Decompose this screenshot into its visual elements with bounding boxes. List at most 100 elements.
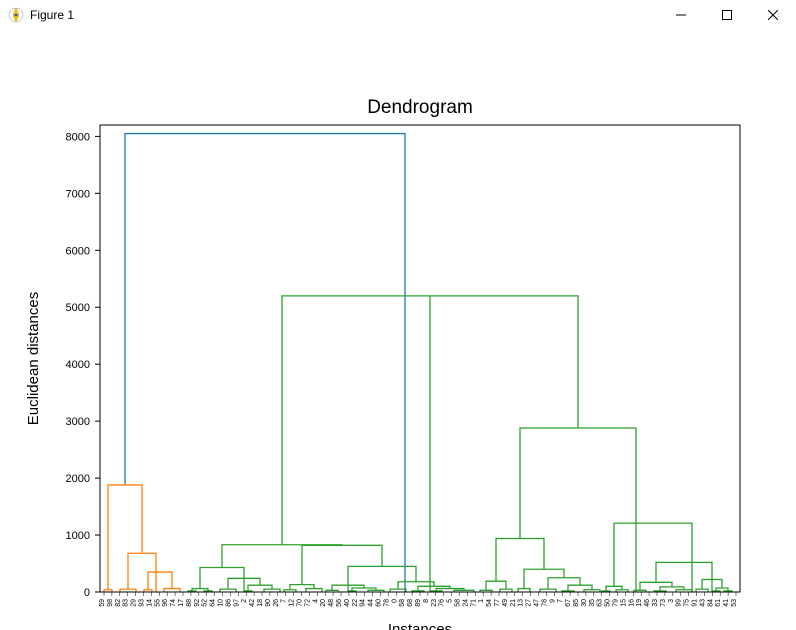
svg-text:35: 35 xyxy=(589,599,596,607)
svg-text:84: 84 xyxy=(707,599,714,607)
svg-text:Euclidean distances: Euclidean distances xyxy=(25,292,42,425)
window-title: Figure 1 xyxy=(30,8,74,22)
svg-text:46: 46 xyxy=(644,599,651,607)
maximize-button[interactable] xyxy=(704,0,750,30)
svg-text:50: 50 xyxy=(605,599,612,607)
svg-text:3000: 3000 xyxy=(66,416,90,428)
svg-text:18: 18 xyxy=(257,599,264,607)
svg-text:7000: 7000 xyxy=(66,188,90,200)
svg-text:61: 61 xyxy=(715,599,722,607)
svg-text:29: 29 xyxy=(131,599,138,607)
svg-text:76: 76 xyxy=(439,599,446,607)
window-controls xyxy=(658,0,796,30)
minimize-button[interactable] xyxy=(658,0,704,30)
app-icon xyxy=(8,7,24,23)
svg-text:94: 94 xyxy=(360,599,367,607)
svg-text:30: 30 xyxy=(581,599,588,607)
svg-text:1: 1 xyxy=(478,599,485,603)
figure-window: Figure 1 Dendrogram Euclidean distances In… xyxy=(0,0,796,630)
svg-text:75: 75 xyxy=(684,599,691,607)
svg-text:85: 85 xyxy=(573,599,580,607)
svg-text:67: 67 xyxy=(565,599,572,607)
svg-text:0: 0 xyxy=(84,587,90,599)
svg-text:63: 63 xyxy=(597,599,604,607)
svg-text:48: 48 xyxy=(328,599,335,607)
svg-text:77: 77 xyxy=(494,599,501,607)
svg-text:23: 23 xyxy=(431,599,438,607)
svg-text:52: 52 xyxy=(202,599,209,607)
svg-text:22: 22 xyxy=(352,599,359,607)
svg-text:16: 16 xyxy=(628,599,635,607)
svg-text:Dendrogram: Dendrogram xyxy=(367,97,473,118)
svg-text:5000: 5000 xyxy=(66,302,90,314)
svg-text:92: 92 xyxy=(194,599,201,607)
svg-text:19: 19 xyxy=(636,599,643,607)
dendrogram-chart: Dendrogram Euclidean distances Instances 0 1… xyxy=(0,30,796,630)
svg-text:44: 44 xyxy=(368,599,375,607)
svg-text:93: 93 xyxy=(139,599,146,607)
svg-text:4: 4 xyxy=(312,599,319,603)
svg-text:89: 89 xyxy=(415,599,422,607)
svg-text:74: 74 xyxy=(170,599,177,607)
svg-text:8: 8 xyxy=(423,599,430,603)
svg-text:2000: 2000 xyxy=(66,473,90,485)
svg-text:21: 21 xyxy=(510,599,517,607)
title-left: Figure 1 xyxy=(8,7,74,23)
svg-text:54: 54 xyxy=(486,599,493,607)
svg-text:10: 10 xyxy=(218,599,225,607)
svg-text:20: 20 xyxy=(320,599,327,607)
svg-text:49: 49 xyxy=(502,599,509,607)
svg-text:47: 47 xyxy=(534,599,541,607)
svg-text:73: 73 xyxy=(660,599,667,607)
svg-text:41: 41 xyxy=(723,599,730,607)
svg-text:6000: 6000 xyxy=(66,245,90,257)
svg-text:70: 70 xyxy=(297,599,304,607)
svg-text:91: 91 xyxy=(692,599,699,607)
svg-text:2: 2 xyxy=(241,599,248,603)
svg-text:58: 58 xyxy=(399,599,406,607)
svg-text:8000: 8000 xyxy=(66,131,90,143)
svg-text:96: 96 xyxy=(162,599,169,607)
svg-text:15: 15 xyxy=(620,599,627,607)
svg-text:42: 42 xyxy=(249,599,256,607)
svg-text:26: 26 xyxy=(273,599,280,607)
svg-text:1000: 1000 xyxy=(66,530,90,542)
svg-text:13: 13 xyxy=(518,599,525,607)
svg-text:7: 7 xyxy=(557,599,564,603)
svg-text:64: 64 xyxy=(210,599,217,607)
svg-text:60: 60 xyxy=(376,599,383,607)
svg-text:12: 12 xyxy=(289,599,296,607)
svg-text:17: 17 xyxy=(178,599,185,607)
svg-text:86: 86 xyxy=(225,599,232,607)
svg-text:Instances: Instances xyxy=(388,621,452,630)
svg-text:78: 78 xyxy=(541,599,548,607)
svg-text:3: 3 xyxy=(668,599,675,603)
svg-text:83: 83 xyxy=(123,599,130,607)
svg-text:0: 0 xyxy=(391,599,398,603)
svg-text:88: 88 xyxy=(186,599,193,607)
close-button[interactable] xyxy=(750,0,796,30)
svg-text:97: 97 xyxy=(233,599,240,607)
svg-text:68: 68 xyxy=(407,599,414,607)
svg-text:59: 59 xyxy=(99,599,106,607)
svg-text:56: 56 xyxy=(336,599,343,607)
svg-text:99: 99 xyxy=(676,599,683,607)
svg-text:82: 82 xyxy=(115,599,122,607)
svg-text:33: 33 xyxy=(652,599,659,607)
svg-text:14: 14 xyxy=(146,599,153,607)
svg-text:90: 90 xyxy=(265,599,272,607)
svg-text:4000: 4000 xyxy=(66,359,90,371)
svg-text:72: 72 xyxy=(304,599,311,607)
svg-text:27: 27 xyxy=(526,599,533,607)
svg-text:55: 55 xyxy=(154,599,161,607)
svg-text:43: 43 xyxy=(699,599,706,607)
svg-text:40: 40 xyxy=(344,599,351,607)
titlebar: Figure 1 xyxy=(0,0,796,30)
svg-text:53: 53 xyxy=(731,599,738,607)
plot-area: Dendrogram Euclidean distances Instances 0 1… xyxy=(0,30,796,630)
svg-text:78: 78 xyxy=(383,599,390,607)
svg-text:98: 98 xyxy=(107,599,114,607)
svg-text:71: 71 xyxy=(470,599,477,607)
svg-text:24: 24 xyxy=(462,599,469,607)
svg-text:58: 58 xyxy=(455,599,462,607)
